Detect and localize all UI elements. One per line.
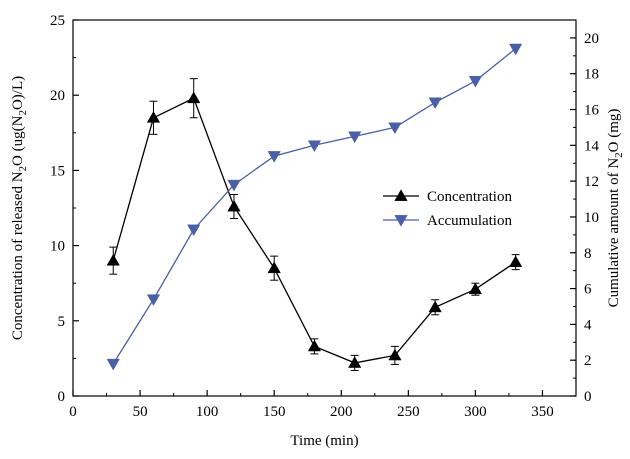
data-point-accumulation <box>428 97 442 110</box>
data-point-concentration <box>106 253 120 266</box>
y-left-tick-label: 15 <box>50 163 65 179</box>
x-tick-label: 100 <box>196 404 219 420</box>
y-left-axis-title: Concentration of released N2O (ug(N2O)/L… <box>10 76 29 340</box>
y-right-tick-label: 14 <box>584 138 600 154</box>
data-point-concentration <box>267 261 281 274</box>
y-right-tick-label: 18 <box>584 67 599 83</box>
data-point-concentration <box>146 111 161 123</box>
y-left-tick-label: 5 <box>58 314 66 330</box>
y-right-tick-label: 4 <box>584 317 592 333</box>
title-segment: Cumulative amount of N <box>606 158 622 308</box>
data-point-accumulation <box>146 294 161 307</box>
y-left-tick-label: 20 <box>50 88 65 104</box>
legend-marker-concentration <box>394 189 408 201</box>
legend-marker-accumulation <box>394 215 408 227</box>
data-point-concentration <box>307 339 322 352</box>
y-left-tick-label: 25 <box>50 13 65 29</box>
x-tick-label: 300 <box>464 404 487 420</box>
title-segment: O (mg) <box>606 109 622 153</box>
y-right-tick-label: 0 <box>584 389 592 405</box>
x-tick-label: 0 <box>69 404 77 420</box>
data-point-accumulation <box>187 224 201 237</box>
x-tick-label: 350 <box>531 404 554 420</box>
y-right-axis-title: Cumulative amount of N2O (mg) <box>606 109 625 308</box>
x-axis-title: Time (min) <box>290 433 358 449</box>
x-tick-label: 150 <box>263 404 286 420</box>
data-point-accumulation <box>227 179 241 192</box>
data-point-concentration <box>227 199 241 212</box>
data-point-concentration <box>428 300 442 313</box>
x-tick-label: 50 <box>133 404 148 420</box>
legend-label-accumulation: Accumulation <box>427 213 512 229</box>
x-tick-label: 200 <box>330 404 353 420</box>
data-point-accumulation <box>388 122 402 135</box>
x-tick-label: 250 <box>397 404 420 420</box>
data-point-concentration <box>388 348 402 361</box>
data-point-accumulation <box>106 358 120 371</box>
data-point-accumulation <box>348 131 362 144</box>
plot-frame <box>72 19 577 397</box>
y-right-tick-label: 20 <box>584 31 599 47</box>
y-left-tick-label: 0 <box>58 389 66 405</box>
legend-label-concentration: Concentration <box>427 189 512 205</box>
data-point-accumulation <box>509 43 523 56</box>
y-right-tick-label: 6 <box>584 282 592 298</box>
data-point-accumulation <box>468 75 483 88</box>
data-point-concentration <box>187 91 201 104</box>
subscript: 2 <box>613 152 625 158</box>
subscript: 2 <box>17 110 29 116</box>
title-segment: O)/L) <box>10 76 26 110</box>
y-right-tick-label: 16 <box>584 103 600 119</box>
y-right-tick-label: 8 <box>584 246 592 262</box>
title-segment: O (ug(N <box>10 115 26 166</box>
y-right-tick-label: 2 <box>584 353 592 369</box>
data-point-concentration <box>468 282 483 295</box>
data-point-concentration <box>509 255 523 268</box>
data-point-accumulation <box>267 151 281 163</box>
subscript: 2 <box>17 166 29 172</box>
data-point-accumulation <box>307 140 322 153</box>
y-right-tick-label: 10 <box>584 210 599 226</box>
series-line-accumulation <box>112 48 517 365</box>
y-right-tick-label: 12 <box>584 174 599 190</box>
data-point-concentration <box>348 356 362 368</box>
title-segment: Concentration of released N <box>10 171 26 340</box>
y-left-tick-label: 10 <box>50 239 65 255</box>
series-line-concentration <box>112 97 516 364</box>
